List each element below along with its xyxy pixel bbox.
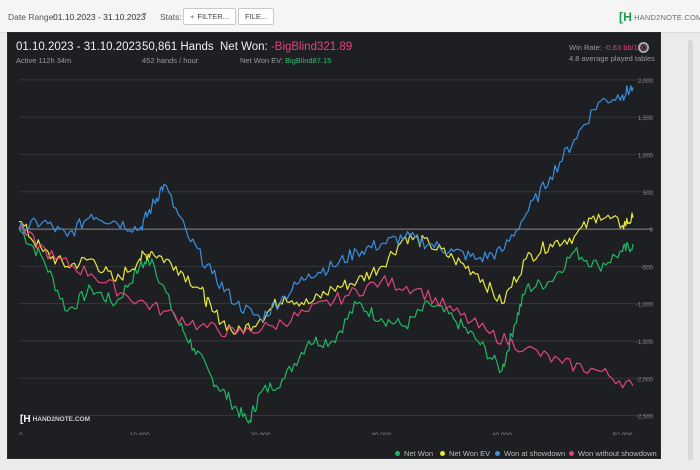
x-tick-label: 10,000 xyxy=(130,432,150,435)
h2n-watermark-icon: [H xyxy=(20,414,31,425)
y-tick-label: 1,000 xyxy=(638,154,654,160)
y-tick-label: -500 xyxy=(641,265,654,271)
x-tick-label: 40,000 xyxy=(492,432,512,435)
net-won-label: Net Won: xyxy=(220,41,268,53)
y-tick-label: -1,000 xyxy=(636,303,654,309)
net-won-ev-label: Net Won EV: xyxy=(240,56,283,65)
legend-label: Won without showdown xyxy=(578,449,657,458)
date-range-select[interactable]: 01.10.2023 - 31.10.2023 xyxy=(53,12,146,22)
y-tick-label: 0 xyxy=(650,228,654,234)
legend-label: Net Won EV xyxy=(449,449,491,458)
date-range-label: Date Range: xyxy=(8,12,56,22)
hands-count: 50,861 Hands xyxy=(142,41,214,53)
h2n-logo-icon: [H xyxy=(619,10,633,24)
x-tick-label: 30,000 xyxy=(371,432,391,435)
legend-label: Won at showdown xyxy=(504,449,566,458)
y-tick-label: 2,000 xyxy=(638,79,654,85)
series-line-won-without-showdown xyxy=(18,224,634,389)
active-time: Active 112h 34m xyxy=(16,56,72,65)
series-lines xyxy=(18,85,634,424)
net-won-ev: Net Won EV: BigBlind87.15 xyxy=(240,56,331,65)
grid xyxy=(19,79,652,416)
brand-logo[interactable]: [H HAND2NOTE.COM xyxy=(619,10,700,24)
legend-won-at-showdown[interactable]: Won at showdown xyxy=(495,449,565,458)
y-axis-labels: 2,000 1,500 1,000 500 0 -500 -1,000 -1,500 -2,00… xyxy=(636,79,654,421)
hands-rate: 452 hands / hour xyxy=(142,56,199,65)
toolbar: Date Range: 01.10.2023 - 31.10.2023 ▼ St… xyxy=(0,0,700,33)
legend-net-won-ev[interactable]: Net Won EV xyxy=(440,449,490,458)
period-title: 01.10.2023 - 31.10.2023 xyxy=(16,41,142,53)
file-button-label: FILE... xyxy=(245,12,268,21)
legend-dot xyxy=(440,451,445,456)
legend-label: Net Won xyxy=(404,449,434,458)
y-tick-label: -2,000 xyxy=(636,377,654,383)
gear-icon[interactable] xyxy=(638,42,649,53)
win-rate-label: Win Rate: xyxy=(569,43,602,52)
series-line-net-won xyxy=(18,228,634,424)
legend-dot xyxy=(495,451,500,456)
x-tick-label: 0 xyxy=(19,432,23,435)
average-tables: 4.8 average played tables xyxy=(569,54,655,63)
net-won-ev-value: BigBlind87.15 xyxy=(285,56,332,65)
profit-chart: 2,000 1,500 1,000 500 0 -500 -1,000 -1,500 -2,00… xyxy=(18,79,654,435)
filter-button[interactable]: + FILTER... xyxy=(183,8,236,25)
legend-won-without-showdown[interactable]: Won without showdown xyxy=(569,449,657,458)
watermark: [H HAND2NOTE.COM xyxy=(20,414,90,425)
win-rate: Win Rate: -0.63 bb/100 xyxy=(569,43,646,52)
x-tick-label: 50,000 xyxy=(613,432,633,435)
win-rate-value: -0.63 bb/100 xyxy=(604,43,647,52)
file-button[interactable]: FILE... xyxy=(238,8,275,25)
stats-label: Stats: xyxy=(160,12,182,22)
series-line-won-at-showdown xyxy=(18,85,634,323)
net-won: Net Won: -BigBlind321.89 xyxy=(220,41,352,53)
y-tick-label: 500 xyxy=(643,191,654,197)
series-line-net-won-ev xyxy=(19,212,634,335)
plus-icon: + xyxy=(190,12,195,21)
net-won-value: -BigBlind321.89 xyxy=(270,41,353,53)
legend-net-won[interactable]: Net Won xyxy=(395,449,433,458)
y-tick-label: -1,500 xyxy=(636,340,654,346)
y-tick-label: -2,500 xyxy=(636,415,654,421)
y-tick-label: 1,500 xyxy=(638,116,654,122)
watermark-text: HAND2NOTE.COM xyxy=(32,416,90,423)
chevron-down-icon[interactable]: ▼ xyxy=(141,12,148,19)
filter-button-label: FILTER... xyxy=(197,12,229,21)
legend-dot xyxy=(569,451,574,456)
legend-dot xyxy=(395,451,400,456)
x-axis-labels: 0 10,000 20,000 30,000 40,000 50,000 xyxy=(19,432,633,435)
scrollbar[interactable] xyxy=(688,40,693,460)
brand-name: HAND2NOTE.COM xyxy=(634,13,700,22)
x-tick-label: 20,000 xyxy=(250,432,270,435)
